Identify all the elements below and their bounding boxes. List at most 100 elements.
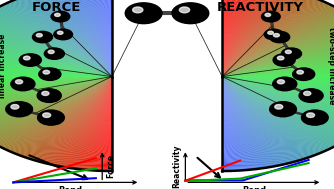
Polygon shape bbox=[222, 13, 334, 77]
Polygon shape bbox=[0, 24, 112, 77]
Polygon shape bbox=[222, 16, 334, 77]
Polygon shape bbox=[80, 0, 112, 77]
Polygon shape bbox=[222, 57, 334, 77]
Polygon shape bbox=[0, 51, 112, 77]
Polygon shape bbox=[0, 77, 112, 98]
Polygon shape bbox=[222, 77, 334, 88]
Polygon shape bbox=[222, 2, 324, 77]
Polygon shape bbox=[222, 77, 313, 156]
Polygon shape bbox=[65, 77, 112, 167]
Circle shape bbox=[125, 3, 162, 24]
Polygon shape bbox=[37, 77, 112, 161]
Polygon shape bbox=[0, 77, 112, 86]
Polygon shape bbox=[5, 4, 112, 77]
Polygon shape bbox=[222, 0, 235, 77]
Circle shape bbox=[179, 7, 190, 13]
Polygon shape bbox=[222, 77, 265, 168]
Polygon shape bbox=[0, 77, 112, 127]
Polygon shape bbox=[222, 67, 334, 77]
Polygon shape bbox=[222, 77, 334, 109]
Polygon shape bbox=[222, 77, 273, 167]
Polygon shape bbox=[30, 77, 112, 159]
Polygon shape bbox=[222, 58, 334, 77]
Polygon shape bbox=[2, 5, 112, 77]
Polygon shape bbox=[222, 53, 334, 77]
Polygon shape bbox=[222, 3, 329, 77]
Polygon shape bbox=[59, 0, 112, 77]
Polygon shape bbox=[0, 77, 112, 111]
Polygon shape bbox=[111, 77, 112, 171]
Polygon shape bbox=[222, 19, 334, 77]
Polygon shape bbox=[40, 77, 112, 162]
Polygon shape bbox=[1, 6, 112, 77]
Polygon shape bbox=[222, 0, 293, 77]
Polygon shape bbox=[222, 29, 334, 77]
Polygon shape bbox=[222, 71, 334, 77]
Polygon shape bbox=[222, 77, 334, 108]
Circle shape bbox=[270, 102, 296, 117]
Polygon shape bbox=[222, 9, 334, 77]
Polygon shape bbox=[0, 77, 112, 130]
Polygon shape bbox=[0, 6, 112, 77]
Polygon shape bbox=[222, 77, 334, 128]
Polygon shape bbox=[222, 0, 307, 77]
Polygon shape bbox=[222, 77, 281, 165]
Polygon shape bbox=[222, 77, 248, 170]
Polygon shape bbox=[0, 26, 112, 77]
Polygon shape bbox=[0, 77, 112, 80]
Polygon shape bbox=[222, 74, 334, 77]
Polygon shape bbox=[222, 0, 268, 77]
Polygon shape bbox=[222, 37, 334, 77]
Polygon shape bbox=[0, 77, 112, 125]
Polygon shape bbox=[0, 62, 112, 77]
Polygon shape bbox=[15, 0, 112, 77]
Polygon shape bbox=[10, 2, 112, 77]
Polygon shape bbox=[0, 59, 112, 77]
Polygon shape bbox=[222, 0, 291, 77]
Polygon shape bbox=[0, 77, 112, 84]
Polygon shape bbox=[48, 77, 112, 164]
Polygon shape bbox=[0, 19, 112, 77]
Polygon shape bbox=[87, 0, 112, 77]
Polygon shape bbox=[222, 77, 334, 105]
Polygon shape bbox=[0, 21, 112, 77]
Polygon shape bbox=[58, 0, 112, 77]
Polygon shape bbox=[0, 77, 112, 139]
Polygon shape bbox=[0, 77, 112, 136]
Circle shape bbox=[285, 50, 291, 53]
Polygon shape bbox=[0, 77, 112, 137]
Polygon shape bbox=[222, 77, 334, 85]
Polygon shape bbox=[222, 77, 334, 110]
Polygon shape bbox=[222, 4, 330, 77]
Polygon shape bbox=[222, 74, 334, 77]
Polygon shape bbox=[222, 55, 334, 77]
Polygon shape bbox=[104, 77, 112, 171]
Polygon shape bbox=[0, 28, 112, 77]
Polygon shape bbox=[0, 18, 112, 77]
Polygon shape bbox=[0, 12, 112, 77]
Polygon shape bbox=[0, 77, 112, 88]
Polygon shape bbox=[222, 0, 289, 77]
Polygon shape bbox=[222, 77, 271, 167]
Polygon shape bbox=[0, 77, 112, 96]
Circle shape bbox=[36, 33, 42, 37]
Polygon shape bbox=[84, 0, 112, 77]
Polygon shape bbox=[110, 0, 112, 77]
Circle shape bbox=[32, 31, 52, 43]
Polygon shape bbox=[0, 71, 112, 77]
Polygon shape bbox=[222, 6, 334, 77]
Polygon shape bbox=[0, 77, 112, 99]
Polygon shape bbox=[109, 0, 112, 77]
Polygon shape bbox=[222, 0, 265, 77]
Polygon shape bbox=[24, 77, 112, 157]
Polygon shape bbox=[3, 77, 112, 149]
Polygon shape bbox=[222, 77, 334, 140]
Polygon shape bbox=[0, 53, 112, 77]
Polygon shape bbox=[222, 17, 334, 77]
Polygon shape bbox=[222, 36, 334, 77]
Polygon shape bbox=[222, 77, 334, 118]
Polygon shape bbox=[0, 60, 112, 77]
Polygon shape bbox=[222, 77, 283, 165]
Polygon shape bbox=[38, 77, 112, 162]
Polygon shape bbox=[0, 29, 112, 77]
